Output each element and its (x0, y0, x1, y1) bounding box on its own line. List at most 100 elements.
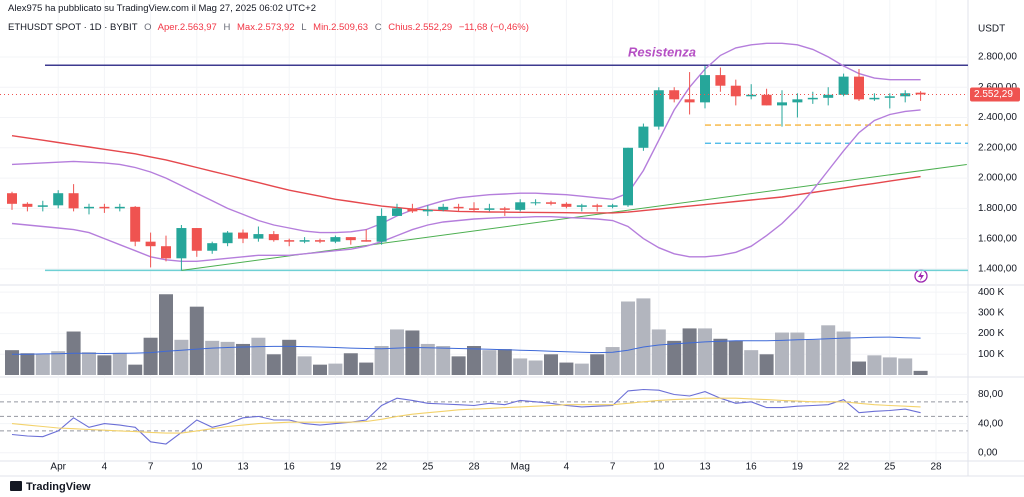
candle-body (576, 205, 587, 207)
y-tick-label: 200 K (978, 328, 1004, 339)
candle-body (561, 203, 572, 207)
volume-bar (20, 353, 35, 375)
legend-change: −11,68 (−0,46%) (458, 22, 529, 33)
series-line (11, 135, 921, 214)
candle-body (207, 243, 218, 251)
volume-bar (112, 353, 127, 375)
candle-body (900, 93, 911, 97)
volume-bar (374, 346, 389, 375)
candle-body (607, 205, 618, 207)
x-tick-label: 13 (699, 462, 711, 473)
candle-body (284, 240, 295, 242)
series-line (11, 397, 921, 434)
candle-body (392, 208, 402, 216)
candle-body (515, 202, 526, 210)
volume-bar (220, 341, 235, 375)
candle-body (222, 232, 233, 244)
candle-body (253, 234, 264, 239)
volume-bar (82, 352, 96, 375)
candle-body (161, 246, 171, 259)
candle-body (838, 76, 849, 95)
footer-brand: TradingView (26, 481, 91, 493)
legend-key: H (223, 22, 231, 33)
candle-body (823, 94, 834, 98)
volume-bar (882, 357, 897, 375)
volume-bar (189, 306, 204, 375)
y-tick-label: 40,00 (978, 418, 1003, 429)
price-label: 2.552,29 (974, 89, 1013, 100)
volume-bar (236, 343, 250, 375)
x-tick-label: 16 (284, 462, 296, 473)
candle-body (345, 237, 356, 241)
candle-body (299, 240, 310, 242)
x-tick-label: 13 (237, 462, 249, 473)
volume-bar (467, 346, 481, 375)
volume-bar (143, 337, 158, 375)
volume-bar (621, 301, 635, 375)
logo (10, 481, 22, 491)
volume-bar (744, 350, 759, 375)
series-line (12, 336, 921, 355)
candle-body (854, 76, 864, 100)
x-tick-label: 10 (653, 462, 665, 473)
candle-body (376, 215, 387, 242)
volume-bar (682, 328, 697, 375)
candle-body (869, 97, 880, 100)
volume-bar (497, 349, 512, 375)
y-tick-label: 400 K (978, 287, 1004, 298)
volume-bar (852, 361, 866, 375)
legend-key: L (301, 22, 307, 33)
volume-bar (482, 350, 497, 375)
candle-body (669, 90, 680, 100)
candle-body (761, 94, 772, 106)
byline: Alex975 ha pubblicato su TradingView.com… (8, 3, 316, 14)
volume-bar (128, 364, 143, 375)
candle-body (884, 96, 895, 98)
volume-bar (266, 354, 281, 375)
volume-bar (636, 298, 651, 375)
volume-bar (436, 346, 451, 375)
volume-bar (282, 339, 297, 375)
x-tick-label: 16 (746, 462, 758, 473)
candle-body (407, 208, 418, 212)
y-tick-label: 80,00 (978, 389, 1003, 400)
x-tick-label: 25 (884, 462, 896, 473)
candle-body (915, 92, 926, 95)
candle-body (484, 208, 495, 210)
volume-bar (790, 332, 805, 375)
x-tick-label: 10 (191, 462, 203, 473)
candle-body (145, 241, 156, 247)
x-tick-label: Apr (50, 462, 66, 473)
candle-body (22, 203, 33, 207)
volume-bar (420, 343, 435, 375)
volume-bar (451, 356, 466, 375)
y-tick-label: 0,00 (978, 447, 998, 458)
candle-body (361, 240, 372, 242)
candle-body (453, 206, 464, 209)
y-tick-label: 100 K (978, 349, 1004, 360)
volume-bar (97, 355, 112, 375)
y-tick-label: 2.000,00 (978, 173, 1017, 184)
candle-body (176, 228, 187, 259)
x-tick-label: 22 (376, 462, 388, 473)
candle-body (53, 193, 64, 206)
candle-body (7, 193, 17, 204)
legend-value: Max.2.573,92 (237, 22, 295, 33)
volume-bar (590, 354, 605, 375)
y-tick-label: 2.400,00 (978, 112, 1017, 123)
volume-bar (205, 340, 220, 375)
series-line (11, 109, 921, 262)
x-tick-label: 4 (102, 462, 108, 473)
volume-bar (713, 338, 728, 375)
volume-bar (174, 339, 189, 375)
candle-body (638, 126, 649, 148)
volume-bar (159, 294, 173, 375)
volume-bar (574, 363, 589, 375)
y-tick-label: 2.800,00 (978, 52, 1017, 63)
symbol[interactable]: ETHUSDT SPOT · 1D · BYBIT (8, 22, 138, 33)
volume-bar (898, 358, 913, 375)
volume-bar (35, 354, 50, 375)
